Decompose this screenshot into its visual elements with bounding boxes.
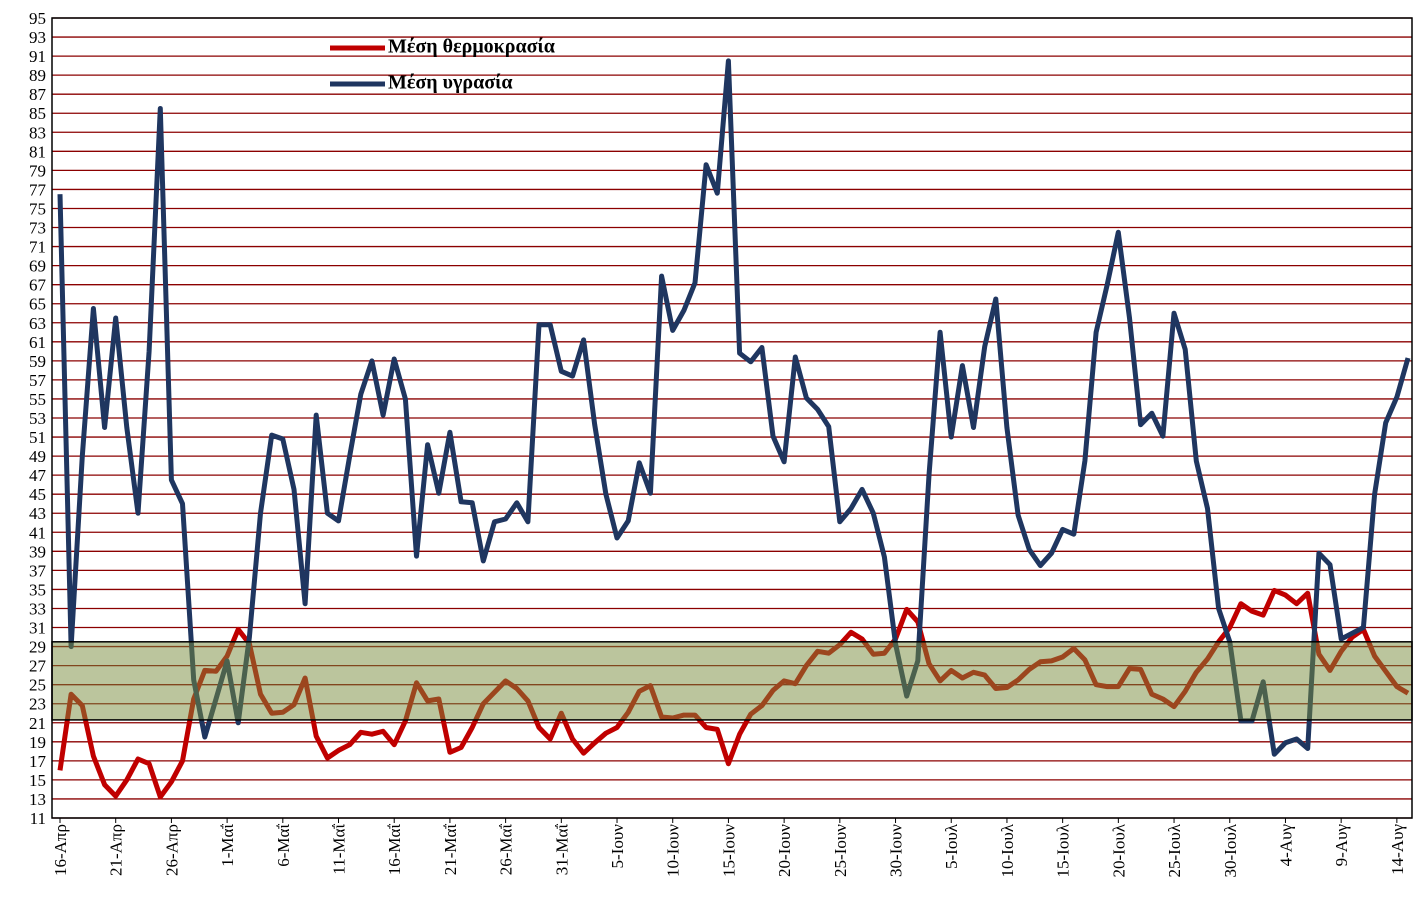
- x-tick-label: 30-Ιουλ: [1221, 823, 1240, 877]
- y-tick-label: 73: [29, 219, 46, 238]
- y-tick-label: 67: [29, 276, 47, 295]
- y-tick-label: 15: [29, 771, 46, 790]
- y-tick-label: 65: [29, 295, 46, 314]
- y-tick-label: 61: [29, 333, 46, 352]
- y-tick-label: 59: [29, 352, 46, 371]
- y-tick-label: 53: [29, 409, 46, 428]
- y-tick-label: 47: [29, 466, 47, 485]
- x-tick-label: 26-Μαΐ: [497, 824, 516, 876]
- y-tick-label: 87: [29, 85, 47, 104]
- y-tick-label: 11: [30, 809, 46, 828]
- y-tick-label: 45: [29, 485, 46, 504]
- y-tick-label: 13: [29, 790, 46, 809]
- x-tick-label: 1-Μαΐ: [218, 824, 237, 867]
- legend-label: Μέση θερμοκρασία: [388, 36, 555, 58]
- y-tick-label: 17: [29, 752, 47, 771]
- y-tick-label: 19: [29, 733, 46, 752]
- y-tick-label: 37: [29, 561, 47, 580]
- y-tick-label: 63: [29, 314, 46, 333]
- y-tick-label: 41: [29, 523, 46, 542]
- x-tick-label: 5-Ιουν: [608, 824, 627, 869]
- x-tick-label: 20-Ιουλ: [1109, 823, 1128, 877]
- x-tick-label: 25-Ιουλ: [1165, 823, 1184, 877]
- x-tick-label: 20-Ιουν: [775, 824, 794, 877]
- legend-label: Μέση υγρασία: [388, 72, 513, 94]
- x-tick-label: 5-Ιουλ: [942, 823, 961, 869]
- x-tick-label: 21-Απρ: [107, 824, 126, 876]
- y-tick-label: 69: [29, 257, 46, 276]
- x-tick-label: 15-Ιουλ: [1054, 823, 1073, 877]
- y-tick-label: 93: [29, 28, 46, 47]
- y-tick-label: 57: [29, 371, 47, 390]
- x-tick-label: 31-Μαΐ: [552, 824, 571, 876]
- x-tick-label: 30-Ιουν: [887, 824, 906, 877]
- x-tick-label: 10-Ιουν: [664, 824, 683, 877]
- x-tick-label: 14-Αυγ: [1388, 824, 1407, 875]
- series-line: [57, 58, 1411, 757]
- y-tick-label: 23: [29, 695, 46, 714]
- y-tick-label: 55: [29, 390, 46, 409]
- x-tick-label: 9-Αυγ: [1332, 824, 1351, 867]
- y-tick-label: 95: [29, 9, 46, 28]
- x-tick-label: 6-Μαΐ: [274, 824, 293, 867]
- y-tick-label: 33: [29, 599, 46, 618]
- highlight-band: [51, 641, 1413, 721]
- y-tick-label: 35: [29, 580, 46, 599]
- y-tick-label: 75: [29, 199, 46, 218]
- x-tick-label: 21-Μαΐ: [441, 824, 460, 876]
- plot-frame: [51, 17, 1413, 819]
- x-tick-label: 25-Ιουν: [831, 824, 850, 877]
- y-tick-label: 51: [29, 428, 46, 447]
- y-tick-label: 27: [29, 657, 47, 676]
- x-tick-label: 11-Μαΐ: [330, 824, 349, 875]
- y-tick-label: 81: [29, 142, 46, 161]
- y-tick-label: 49: [29, 447, 46, 466]
- x-tick-label: 4-Αυγ: [1276, 824, 1295, 867]
- y-tick-label: 25: [29, 676, 46, 695]
- x-tick-label: 10-Ιουλ: [998, 823, 1017, 877]
- y-tick-label: 83: [29, 123, 46, 142]
- y-tick-label: 29: [29, 638, 46, 657]
- x-tick-label: 26-Απρ: [162, 824, 181, 876]
- y-tick-label: 91: [29, 47, 46, 66]
- x-tick-label: 16-Απρ: [51, 824, 70, 876]
- y-tick-label: 21: [29, 714, 46, 733]
- y-tick-label: 85: [29, 104, 46, 123]
- y-tick-label: 31: [29, 619, 46, 638]
- x-tick-label: 15-Ιουν: [719, 824, 738, 877]
- y-tick-label: 79: [29, 161, 46, 180]
- y-tick-label: 71: [29, 238, 46, 257]
- y-tick-label: 77: [29, 180, 47, 199]
- y-tick-label: 39: [29, 542, 46, 561]
- x-tick-label: 16-Μαΐ: [385, 824, 404, 876]
- y-tick-label: 43: [29, 504, 46, 523]
- y-tick-label: 89: [29, 66, 46, 85]
